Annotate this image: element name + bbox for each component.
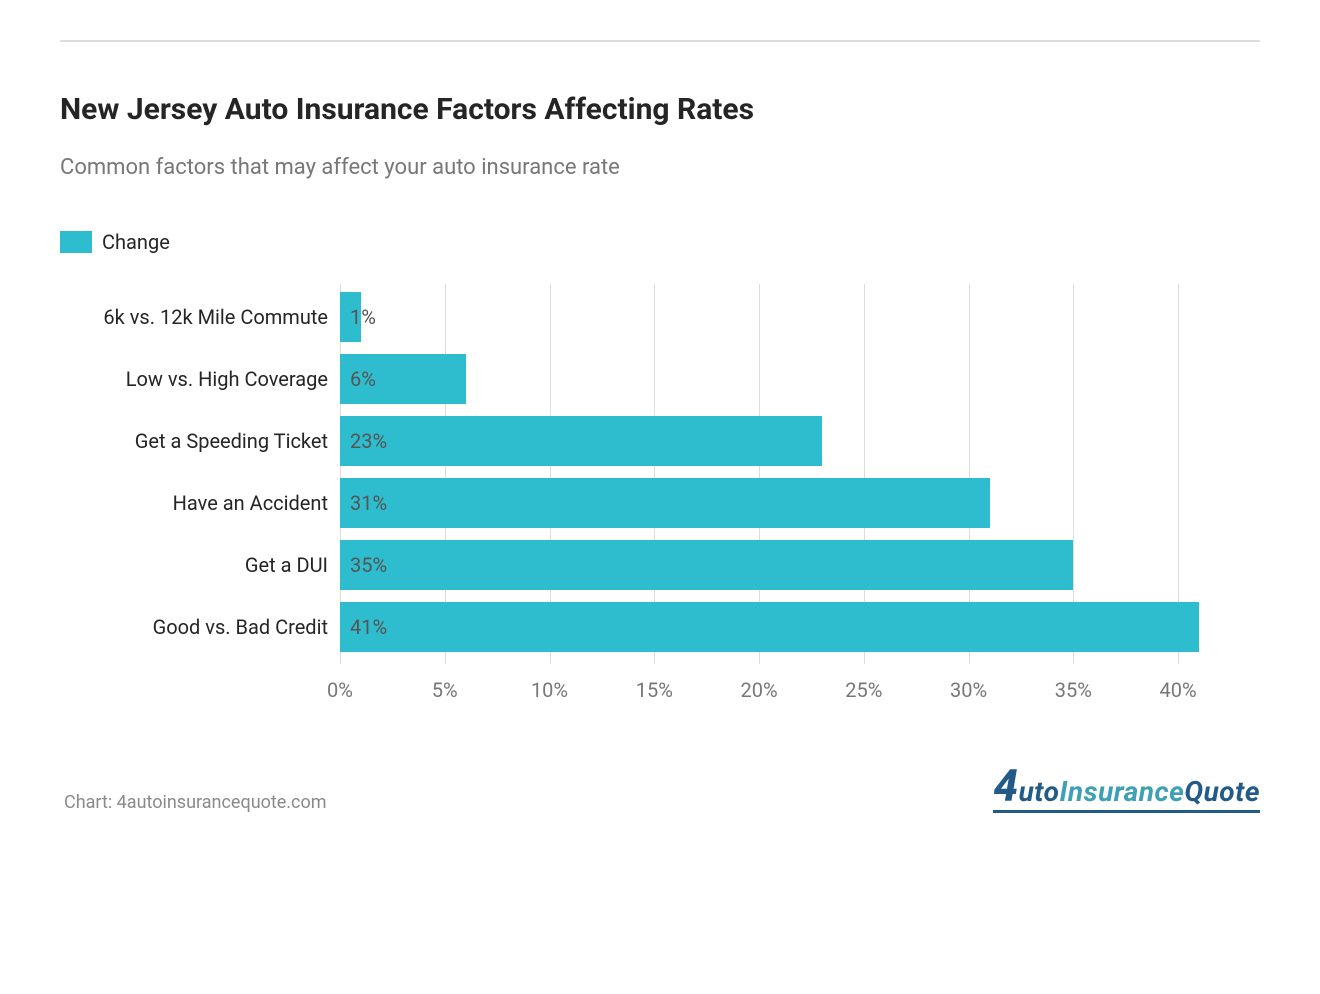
plot-area: 6k vs. 12k Mile Commute1% Low vs. High Co…: [340, 284, 1220, 664]
bar: 35%: [340, 540, 1073, 590]
bar-row: Have an Accident31%: [340, 478, 1220, 528]
category-label: 6k vs. 12k Mile Commute: [70, 305, 340, 329]
bar: 23%: [340, 416, 822, 466]
legend: Change: [60, 230, 1260, 254]
category-label: Low vs. High Coverage: [70, 367, 340, 391]
logo-segment: Insurance: [1059, 775, 1184, 808]
bar-row: Low vs. High Coverage6%: [340, 354, 1220, 404]
bar-row: Get a DUI35%: [340, 540, 1220, 590]
bar-row: Good vs. Bad Credit41%: [340, 602, 1220, 652]
chart-title: New Jersey Auto Insurance Factors Affect…: [60, 92, 1260, 127]
bar-row: 6k vs. 12k Mile Commute1%: [340, 292, 1220, 342]
logo-segment: uto: [1019, 775, 1060, 808]
footer: Chart: 4autoinsurancequote.com 4utoInsur…: [60, 764, 1260, 813]
category-label: Get a DUI: [70, 553, 340, 577]
legend-label: Change: [102, 230, 170, 254]
top-divider: [60, 40, 1260, 42]
category-label: Have an Accident: [70, 491, 340, 515]
chart-subtitle: Common factors that may affect your auto…: [60, 155, 1260, 180]
brand-logo: 4utoInsuranceQuote: [993, 764, 1260, 813]
x-tick-label: 15%: [636, 678, 673, 702]
x-axis: 0%5%10%15%20%25%30%35%40%: [340, 670, 1220, 710]
legend-swatch: [60, 231, 92, 253]
bar: 6%: [340, 354, 466, 404]
chart-source: Chart: 4autoinsurancequote.com: [64, 792, 327, 813]
chart: 6k vs. 12k Mile Commute1% Low vs. High Co…: [60, 284, 1260, 734]
category-label: Good vs. Bad Credit: [70, 615, 340, 639]
logo-segment: Quote: [1184, 775, 1260, 808]
x-tick-label: 10%: [531, 678, 568, 702]
bar-row: Get a Speeding Ticket23%: [340, 416, 1220, 466]
x-tick-label: 35%: [1055, 678, 1092, 702]
logo-segment: 4: [993, 760, 1018, 812]
x-tick-label: 20%: [740, 678, 777, 702]
x-tick-label: 0%: [327, 678, 353, 702]
x-tick-label: 40%: [1160, 678, 1197, 702]
x-tick-label: 5%: [432, 678, 458, 702]
x-tick-label: 25%: [845, 678, 882, 702]
x-tick-label: 30%: [950, 678, 987, 702]
category-label: Get a Speeding Ticket: [70, 429, 340, 453]
bar: 41%: [340, 602, 1199, 652]
bar: 1%: [340, 292, 361, 342]
bar: 31%: [340, 478, 990, 528]
